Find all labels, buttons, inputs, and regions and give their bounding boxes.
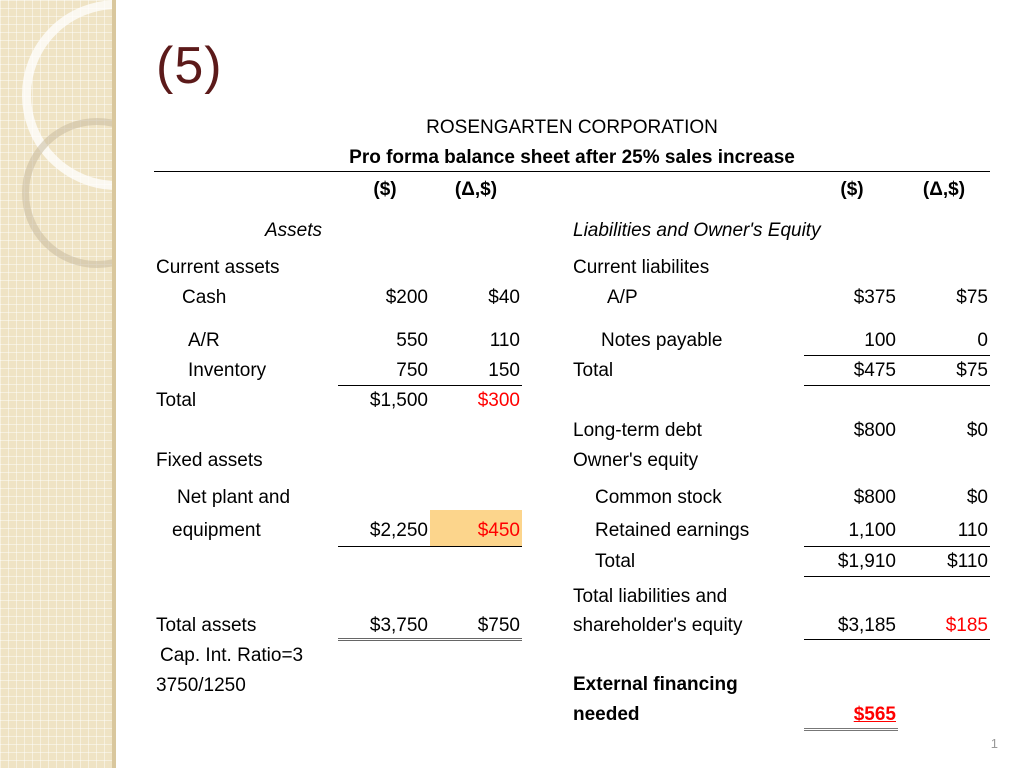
equity-total-change: $110 <box>947 551 988 572</box>
retained-earnings-label: Retained earnings <box>595 520 750 541</box>
current-liabilities-total-change: $75 <box>956 360 988 381</box>
efn-label-line1: External financing <box>573 674 738 695</box>
liab-amount-header: ($) <box>840 179 864 200</box>
retained-earnings-amount: 1,100 <box>848 520 896 541</box>
total-liabilities-change: $185 <box>945 615 988 636</box>
common-stock-label: Common stock <box>595 487 722 508</box>
total-assets-change: $750 <box>477 615 520 636</box>
assets-amount-header: ($) <box>373 179 397 200</box>
page-number: 1 <box>990 736 998 751</box>
total-assets-amount: $3,750 <box>369 615 428 636</box>
ar-change: 110 <box>489 330 520 351</box>
net-plant-label-line1: Net plant and <box>177 487 291 508</box>
sheet-subtitle: Pro forma balance sheet after 25% sales … <box>349 147 795 168</box>
common-stock-amount: $800 <box>853 487 896 508</box>
efn-amount: $565 <box>853 704 896 725</box>
cash-change: $40 <box>488 287 520 308</box>
ltd-amount: $800 <box>853 420 896 441</box>
inventory-change: 150 <box>488 360 520 381</box>
net-plant-amount: $2,250 <box>369 520 428 541</box>
equity-total-amount: $1,910 <box>837 551 896 572</box>
total-liabilities-label-line1: Total liabilities and <box>573 586 728 607</box>
common-stock-change: $0 <box>966 487 988 508</box>
subtotal-rule <box>338 546 522 547</box>
decorative-sidebar <box>0 0 112 768</box>
net-plant-change: $450 <box>477 520 520 541</box>
ap-label: A/P <box>607 287 638 308</box>
ar-amount: 550 <box>396 330 428 351</box>
current-liabilities-total-label: Total <box>573 360 614 381</box>
ltd-label: Long-term debt <box>573 420 702 441</box>
total-liabilities-label-line2: shareholder's equity <box>573 615 743 636</box>
slide-title: (5) <box>156 37 223 95</box>
inventory-amount: 750 <box>396 360 428 381</box>
liab-change-header: (Δ,$) <box>922 179 966 200</box>
highlight-cell <box>430 510 522 546</box>
current-assets-total-change: $300 <box>477 390 520 411</box>
efn-double-rule <box>804 728 898 731</box>
current-liabilities-label: Current liabilites <box>573 257 710 278</box>
total-double-rule <box>338 638 522 641</box>
current-assets-total-label: Total <box>156 390 197 411</box>
cap-int-note-line2: 3750/1250 <box>156 675 246 696</box>
cash-amount: $200 <box>385 287 428 308</box>
ap-amount: $375 <box>853 287 896 308</box>
cash-label: Cash <box>182 287 227 308</box>
sidebar-edge <box>112 0 116 768</box>
company-name: ROSENGARTEN CORPORATION <box>426 117 718 138</box>
equity-total-label: Total <box>595 551 636 572</box>
inventory-label: Inventory <box>188 360 267 381</box>
subtotal-rule <box>804 546 990 547</box>
retained-earnings-change: 110 <box>957 520 988 541</box>
current-liabilities-total-amount: $475 <box>853 360 896 381</box>
subtotal-rule <box>804 355 990 356</box>
cap-int-note-line1: Cap. Int. Ratio=3 <box>160 645 304 666</box>
current-assets-total-amount: $1,500 <box>369 390 428 411</box>
notes-payable-change: 0 <box>977 330 988 351</box>
total-assets-label: Total assets <box>156 615 257 636</box>
ltd-change: $0 <box>966 420 988 441</box>
fixed-assets-label: Fixed assets <box>156 450 263 471</box>
net-plant-label-line2: equipment <box>172 520 261 541</box>
subtotal-rule <box>804 576 990 577</box>
current-assets-label: Current assets <box>156 257 280 278</box>
owners-equity-label: Owner's equity <box>573 450 699 471</box>
ap-change: $75 <box>956 287 988 308</box>
notes-payable-amount: 100 <box>864 330 896 351</box>
header-rule <box>154 171 990 172</box>
notes-payable-label: Notes payable <box>601 330 723 351</box>
efn-label-line2: needed <box>573 704 640 725</box>
assets-heading: Assets <box>264 220 322 241</box>
subtotal-rule <box>338 385 522 386</box>
subtotal-rule <box>804 385 990 386</box>
subtotal-rule <box>804 639 990 640</box>
ar-label: A/R <box>188 330 220 351</box>
liabilities-heading: Liabilities and Owner's Equity <box>573 220 821 241</box>
assets-change-header: (Δ,$) <box>454 179 498 200</box>
total-liabilities-amount: $3,185 <box>837 615 896 636</box>
